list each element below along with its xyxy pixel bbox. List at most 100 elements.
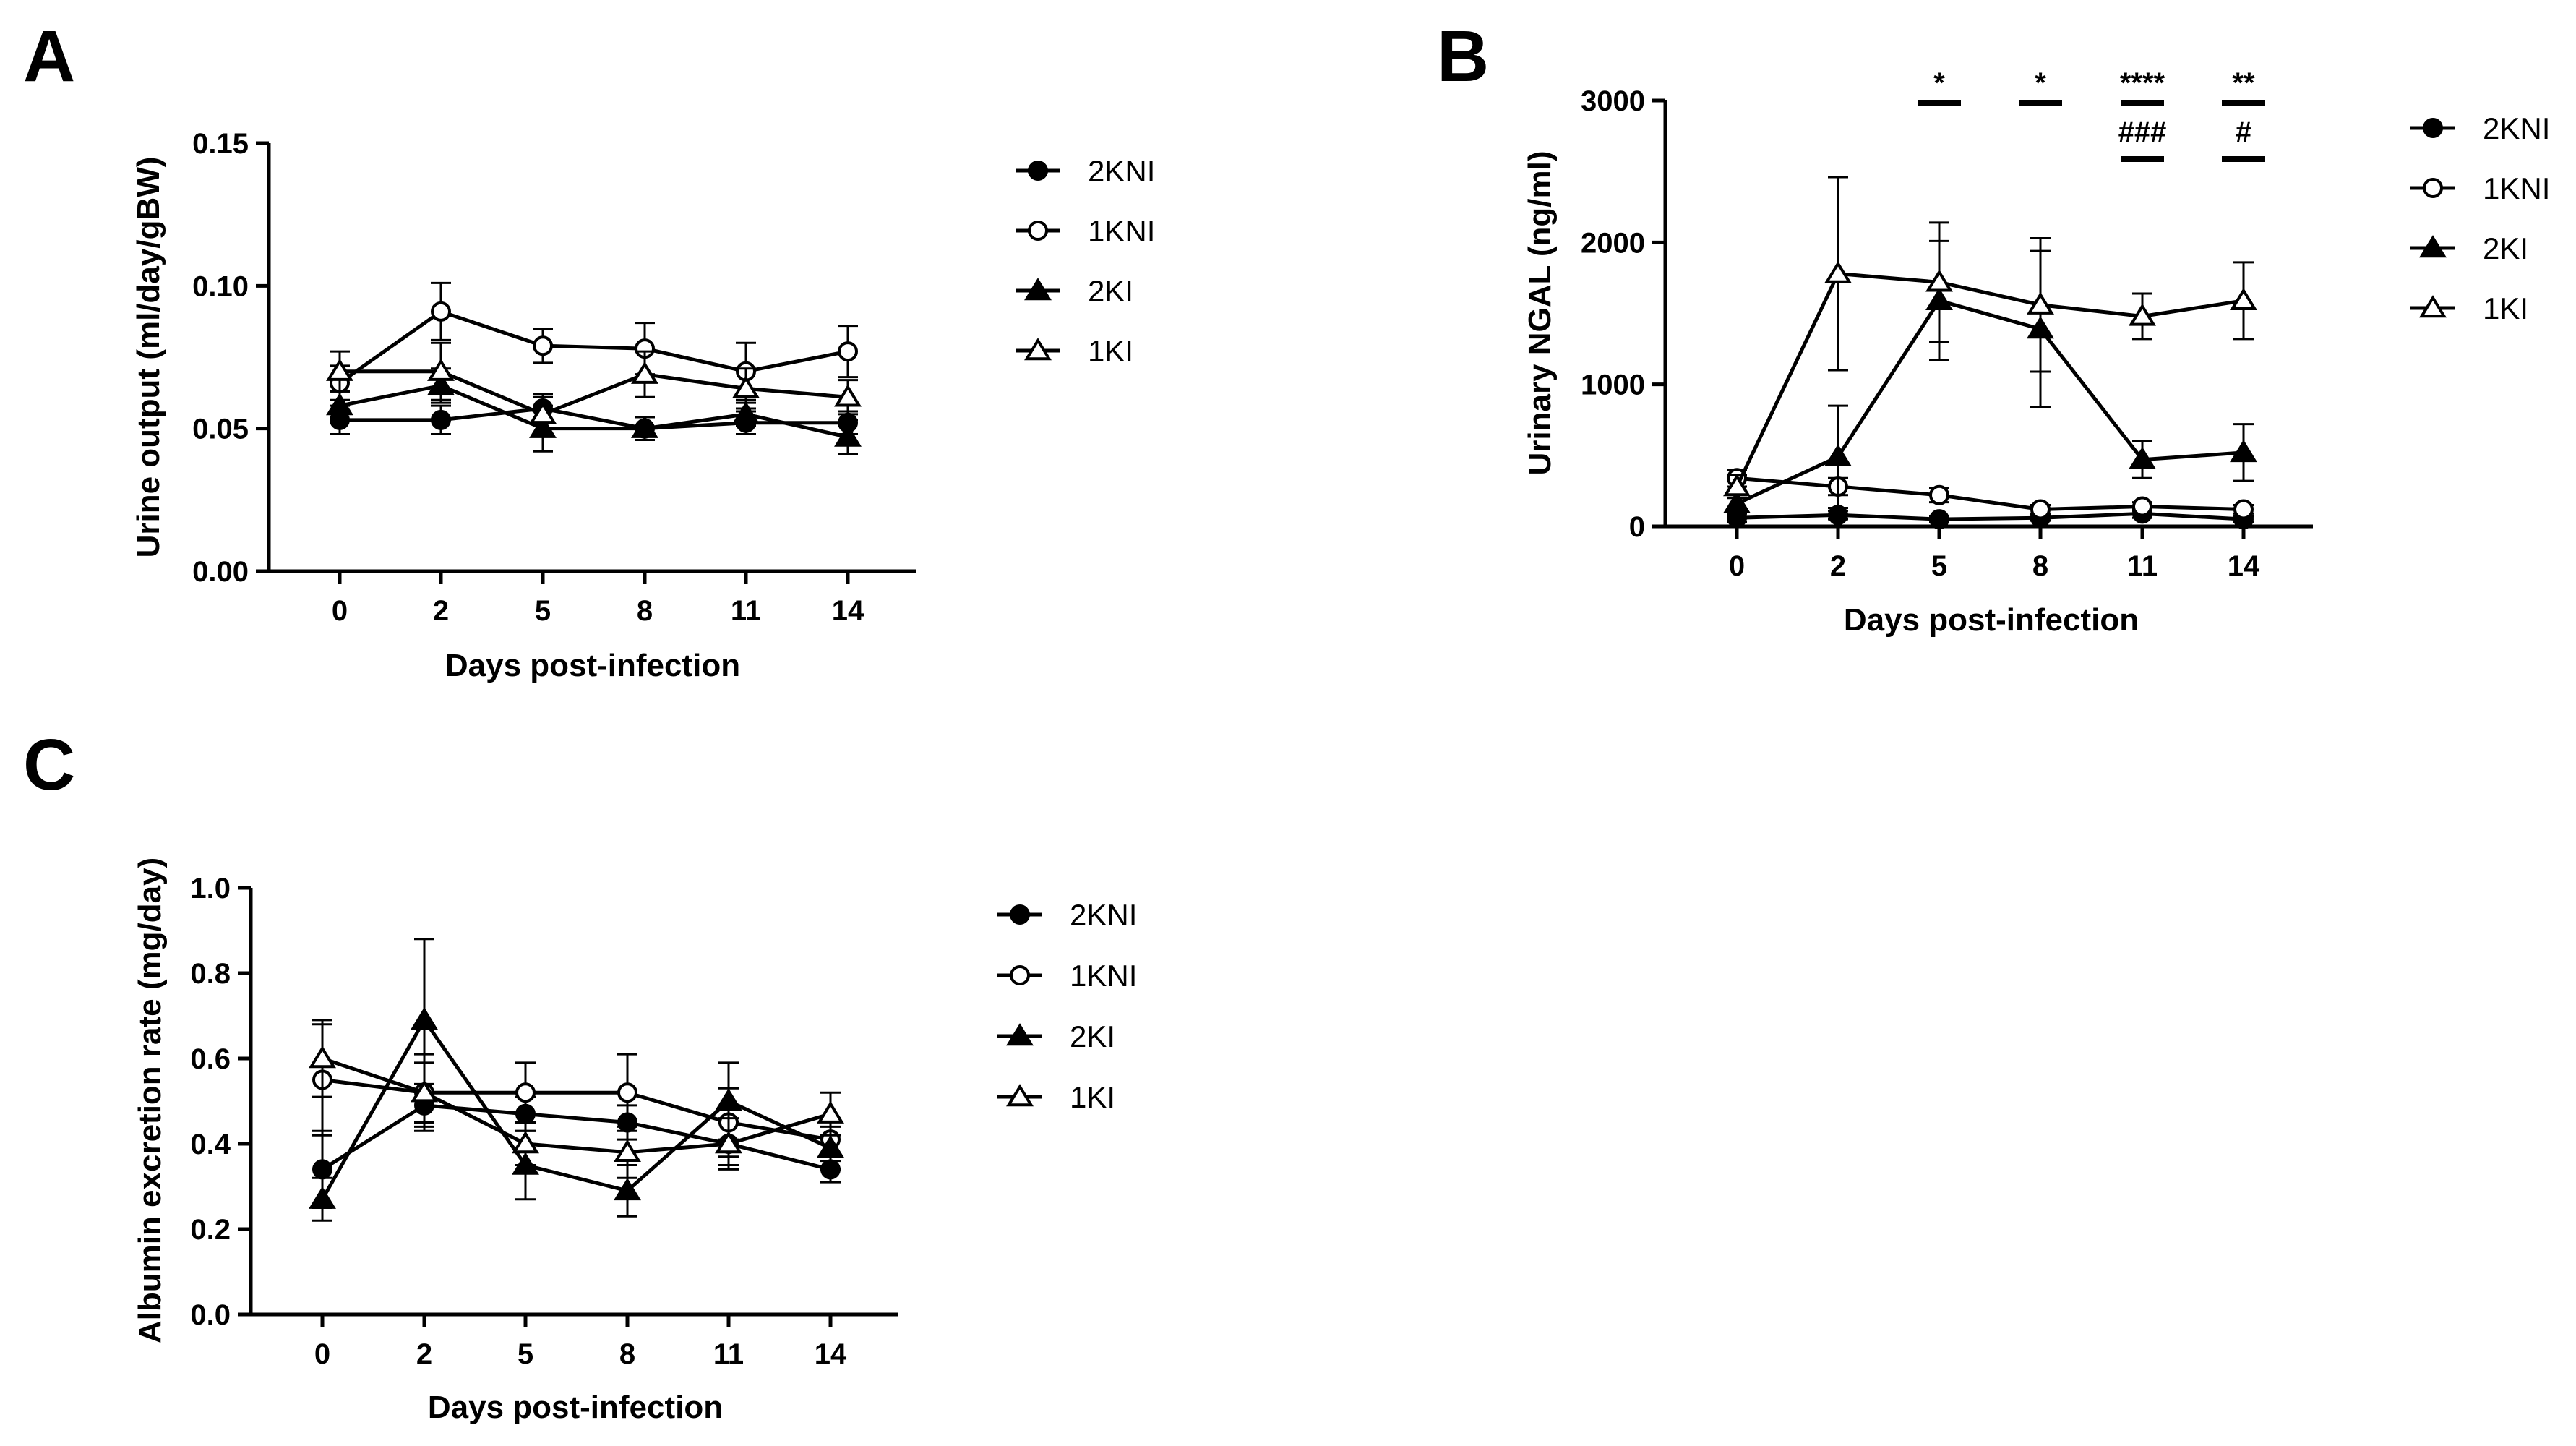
data-point bbox=[1723, 474, 1751, 497]
data-point bbox=[834, 424, 862, 447]
y-tick-label: 0.15 bbox=[192, 128, 249, 160]
x-tick-label: 14 bbox=[832, 595, 864, 627]
panel-letter: A bbox=[23, 16, 75, 97]
data-point bbox=[732, 401, 760, 424]
series-line bbox=[338, 309, 849, 385]
data-point bbox=[515, 1082, 536, 1103]
x-tick-label: 5 bbox=[1931, 550, 1947, 582]
series-1kni bbox=[1727, 468, 2254, 520]
legend: 2KNI 1KNI 2KI 1KI bbox=[2410, 111, 2550, 325]
data-point bbox=[411, 1079, 438, 1103]
series-2ki bbox=[1723, 239, 2257, 513]
data-point bbox=[817, 1135, 844, 1158]
legend-label: 1KI bbox=[1070, 1080, 1115, 1114]
y-tick-label: 1000 bbox=[1581, 369, 1645, 401]
x-tick-label: 2 bbox=[416, 1338, 432, 1370]
legend-marker bbox=[2419, 295, 2447, 318]
legend: 2KNI 1KNI 2KI 1KI bbox=[1016, 154, 1155, 368]
legend-label: 1KNI bbox=[2483, 171, 2550, 205]
data-point bbox=[631, 361, 658, 384]
data-point bbox=[326, 393, 353, 416]
y-tick-label: 0.10 bbox=[192, 270, 249, 302]
data-point bbox=[427, 358, 455, 381]
data-point bbox=[309, 1045, 336, 1069]
x-tick-label: 11 bbox=[731, 595, 761, 627]
data-point bbox=[631, 415, 658, 438]
x-tick-label: 0 bbox=[314, 1338, 330, 1370]
legend-label: 2KI bbox=[1070, 1019, 1115, 1053]
data-point bbox=[309, 1186, 336, 1209]
significance-label: * bbox=[2035, 67, 2046, 99]
series-1kni bbox=[330, 281, 858, 401]
x-tick-label: 0 bbox=[332, 595, 348, 627]
data-point bbox=[2129, 446, 2156, 469]
panel-letter: B bbox=[1437, 16, 1489, 97]
x-axis-title: Days post-infection bbox=[428, 1390, 723, 1425]
series-line bbox=[322, 1078, 831, 1142]
legend-label: 2KI bbox=[1088, 274, 1133, 308]
series-2kni bbox=[312, 1082, 841, 1209]
data-point bbox=[326, 358, 353, 381]
data-point bbox=[2230, 287, 2257, 311]
significance-label: **** bbox=[2120, 67, 2165, 99]
y-tick-label: 0.4 bbox=[190, 1129, 231, 1160]
x-tick-label: 8 bbox=[637, 595, 653, 627]
y-tick-label: 0.8 bbox=[190, 958, 231, 990]
legend-marker bbox=[1006, 1023, 1034, 1046]
data-point bbox=[2027, 291, 2054, 315]
data-point bbox=[614, 1178, 641, 1201]
x-tick-label: 0 bbox=[1729, 550, 1745, 582]
legend-label: 2KI bbox=[2483, 231, 2528, 265]
x-tick-label: 5 bbox=[518, 1338, 533, 1370]
x-tick-label: 8 bbox=[2032, 550, 2048, 582]
data-point bbox=[512, 1131, 539, 1154]
significance-label: * bbox=[1933, 67, 1945, 99]
data-point bbox=[1925, 269, 1953, 292]
y-axis-title: Urinary NGAL (ng/ml) bbox=[1522, 150, 1558, 475]
y-tick-label: 0.2 bbox=[190, 1214, 231, 1246]
legend-label: 1KI bbox=[2483, 291, 2528, 325]
x-tick-label: 5 bbox=[535, 595, 551, 627]
data-point bbox=[411, 1007, 438, 1030]
legend-label: 2KNI bbox=[2483, 111, 2550, 145]
y-tick-label: 1.0 bbox=[190, 873, 231, 904]
x-tick-label: 2 bbox=[1830, 550, 1846, 582]
series-1ki bbox=[309, 1019, 844, 1179]
legend-marker bbox=[1006, 1084, 1034, 1107]
legend-label: 1KNI bbox=[1070, 959, 1137, 993]
y-tick-label: 2000 bbox=[1581, 227, 1645, 259]
series-line bbox=[1735, 271, 2244, 488]
series-line bbox=[1736, 511, 2244, 521]
legend-marker bbox=[1010, 904, 1030, 925]
data-point bbox=[715, 1088, 742, 1111]
panel-a: A 0.00 0.05 0.10 0.15 0 2 5 8 11 14 Days post-infec… bbox=[23, 16, 1155, 683]
x-tick-label: 14 bbox=[2228, 550, 2260, 582]
data-point bbox=[2233, 499, 2254, 520]
data-point bbox=[431, 409, 451, 430]
data-point bbox=[431, 301, 451, 322]
y-tick-label: 0.0 bbox=[190, 1299, 231, 1331]
significance-label: ### bbox=[2118, 116, 2167, 148]
legend-label: 1KNI bbox=[1088, 214, 1155, 248]
legend-marker bbox=[2423, 118, 2443, 138]
panel-letter: C bbox=[23, 724, 75, 805]
x-tick-label: 14 bbox=[815, 1338, 847, 1370]
series-line bbox=[321, 1103, 831, 1171]
data-point bbox=[2132, 496, 2152, 517]
series-line bbox=[340, 406, 848, 431]
data-point bbox=[533, 335, 553, 356]
series-2kni bbox=[330, 395, 858, 441]
legend-marker bbox=[1028, 161, 1048, 181]
legend-marker bbox=[1010, 965, 1030, 985]
data-point bbox=[732, 375, 760, 398]
data-point bbox=[312, 1159, 332, 1180]
legend-label: 1KI bbox=[1088, 334, 1133, 368]
legend: 2KNI 1KNI 2KI 1KI bbox=[997, 898, 1137, 1114]
y-tick-label: 0 bbox=[1629, 511, 1645, 543]
y-axis-title: Albumin excretion rate (mg/day) bbox=[132, 857, 168, 1343]
x-tick-label: 2 bbox=[433, 595, 449, 627]
data-point bbox=[817, 1100, 844, 1124]
data-point bbox=[2129, 303, 2156, 326]
legend-label: 2KNI bbox=[1070, 898, 1137, 932]
